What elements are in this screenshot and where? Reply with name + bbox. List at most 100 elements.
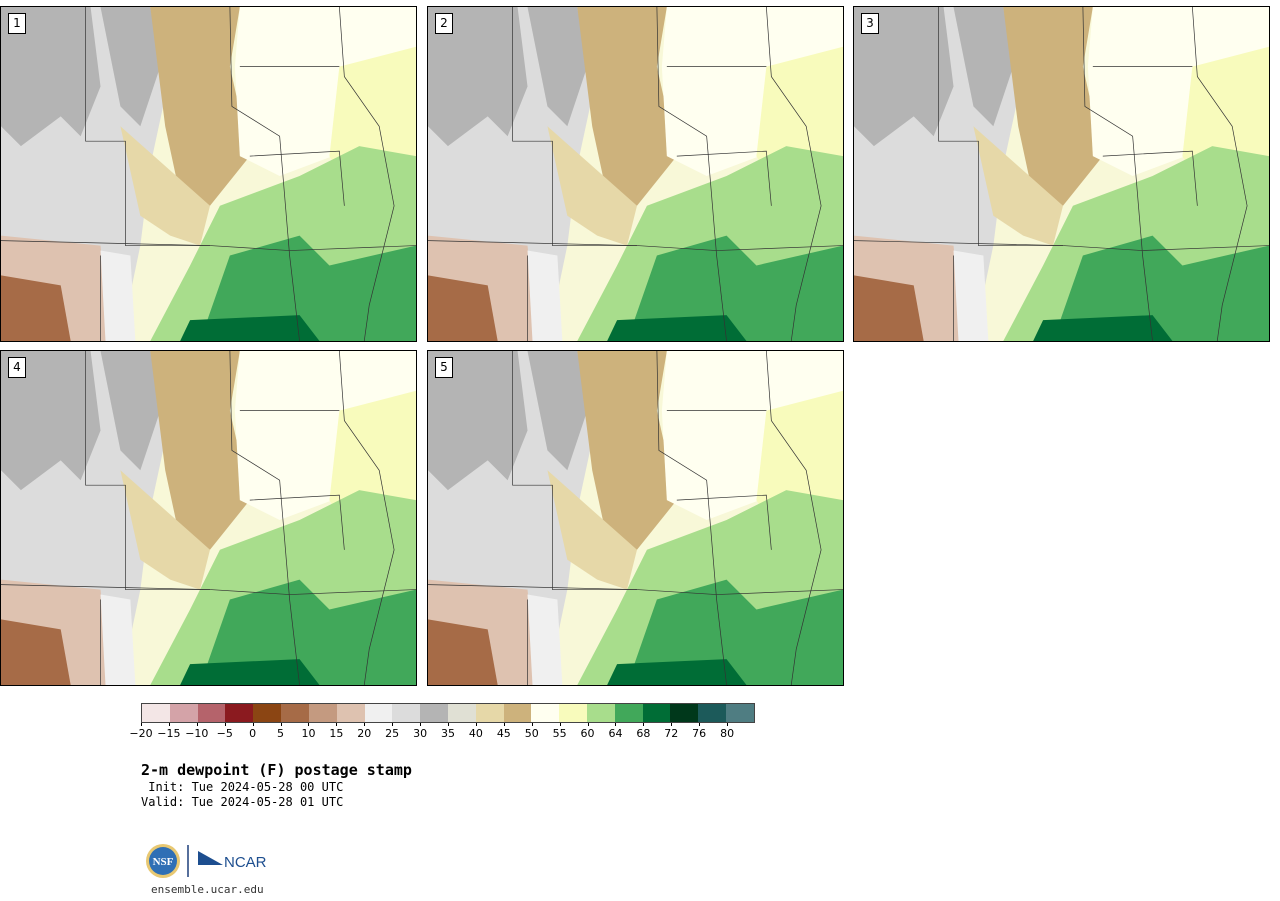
colorbar-segment	[531, 704, 560, 722]
dewpoint-region	[527, 7, 588, 127]
colorbar-tickmark	[643, 723, 645, 726]
colorbar-segment	[281, 704, 309, 722]
panel-number: 1	[8, 13, 26, 34]
colorbar-tick-label: −5	[216, 727, 233, 740]
dewpoint-region	[1033, 315, 1173, 341]
map-panel-5: 5	[427, 350, 844, 686]
colorbar-tickmark	[671, 723, 673, 726]
state-border	[512, 351, 637, 590]
state-border	[512, 7, 637, 246]
colorbar-tickmark	[392, 723, 394, 726]
colorbar-tickmark	[587, 723, 589, 726]
dewpoint-region	[100, 250, 136, 341]
colorbar-segment	[225, 704, 254, 722]
nsf-logo-icon: NSF	[146, 844, 180, 878]
dewpoint-region	[1, 275, 71, 341]
dewpoint-region	[527, 351, 588, 471]
dewpoint-region	[180, 659, 320, 685]
dewpoint-region	[627, 579, 843, 685]
dewpoint-region	[120, 126, 210, 246]
state-border	[716, 589, 843, 595]
colorbar-tick-label: −15	[157, 727, 181, 740]
state-border	[716, 245, 843, 251]
map-panel-1: 1	[0, 6, 417, 342]
colorbar-tick-label: 55	[552, 727, 567, 740]
dewpoint-region	[547, 126, 637, 246]
colorbar-tick-label: 50	[524, 727, 539, 740]
state-border	[766, 7, 822, 341]
dewpoint-region	[527, 594, 563, 685]
dewpoint-region	[100, 594, 136, 685]
colorbar-tick-label: 80	[720, 727, 735, 740]
colorbar-segment	[614, 704, 643, 722]
dewpoint-map	[1, 7, 416, 341]
state-border	[85, 351, 210, 590]
state-border	[1, 240, 290, 251]
colorbar-segment	[670, 704, 699, 722]
colorbar-tickmark	[475, 723, 477, 726]
colorbar-tick-label: −20	[129, 727, 153, 740]
dewpoint-region	[1, 7, 101, 147]
colorbar-tick-label: 45	[496, 727, 511, 740]
state-border	[1, 584, 290, 595]
dewpoint-map	[1, 351, 416, 685]
map-panel-3: 3	[853, 6, 1270, 342]
dewpoint-region	[120, 470, 210, 590]
ncar-text: NCAR	[224, 854, 267, 871]
state-border	[339, 351, 395, 685]
colorbar-tickmark	[280, 723, 282, 726]
dewpoint-region	[527, 250, 563, 341]
colorbar	[141, 703, 755, 723]
colorbar-segment	[559, 704, 587, 722]
valid-time: Valid: Tue 2024-05-28 01 UTC	[141, 795, 344, 809]
dewpoint-region	[428, 7, 528, 147]
state-border	[428, 240, 717, 251]
state-border	[289, 589, 416, 595]
colorbar-tick-label: 40	[468, 727, 483, 740]
colorbar-tickmark	[141, 723, 142, 726]
state-border	[249, 494, 345, 550]
state-border	[289, 245, 416, 251]
dewpoint-region	[577, 7, 677, 206]
dewpoint-region	[547, 470, 637, 590]
panel-number: 4	[8, 357, 26, 378]
colorbar-tickmark	[420, 723, 422, 726]
dewpoint-region	[428, 351, 528, 491]
panel-number: 5	[435, 357, 453, 378]
colorbar-segment	[726, 704, 754, 722]
colorbar-tick-label: −10	[185, 727, 209, 740]
dewpoint-region	[200, 579, 416, 685]
colorbar-segment	[364, 704, 393, 722]
colorbar-tick-label: 5	[277, 727, 285, 740]
dewpoint-region	[1053, 235, 1269, 341]
state-border	[1102, 150, 1198, 206]
dewpoint-region	[1, 351, 101, 491]
map-panel-4: 4	[0, 350, 417, 686]
colorbar-segment	[698, 704, 727, 722]
colorbar-segment	[587, 704, 615, 722]
colorbar-tickmark	[252, 723, 254, 726]
colorbar-tickmark	[727, 723, 729, 726]
colorbar-segment	[308, 704, 337, 722]
colorbar-tick-label: 15	[329, 727, 344, 740]
dewpoint-region	[953, 7, 1014, 127]
state-border	[766, 351, 822, 685]
colorbar-tick-label: 35	[441, 727, 455, 740]
colorbar-tickmark	[224, 723, 226, 726]
dewpoint-region	[607, 659, 747, 685]
colorbar-tick-label: 10	[301, 727, 316, 740]
colorbar-tick-label: 76	[692, 727, 707, 740]
dewpoint-region	[577, 351, 677, 550]
dewpoint-region	[607, 315, 747, 341]
colorbar-segment	[420, 704, 448, 722]
state-border	[1082, 7, 1153, 341]
state-border	[428, 584, 717, 595]
colorbar-segment	[447, 704, 476, 722]
colorbar-tick-label: 25	[385, 727, 400, 740]
dewpoint-region	[854, 275, 924, 341]
colorbar-tickmark	[364, 723, 366, 726]
panel-number: 2	[435, 13, 453, 34]
dewpoint-region	[428, 619, 498, 685]
colorbar-tick-label: 30	[413, 727, 428, 740]
nsf-text: NSF	[153, 856, 174, 868]
